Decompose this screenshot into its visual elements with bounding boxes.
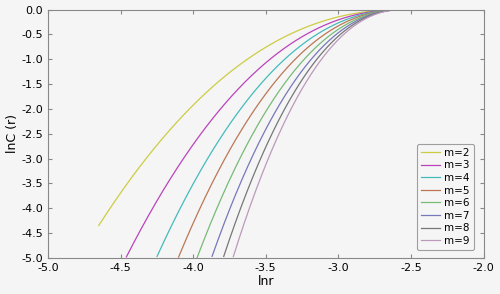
- m=2: [96, 224, 102, 227]
- Line: m=7: m=7: [212, 10, 404, 256]
- X-axis label: lnr: lnr: [258, 275, 274, 288]
- m=2: [318, 20, 324, 24]
- m=4: [382, 9, 388, 12]
- m=4: [186, 191, 192, 194]
- m=2: [400, 8, 406, 11]
- m=6: [194, 254, 200, 258]
- m=3: [208, 119, 214, 123]
- Line: m=8: m=8: [224, 10, 404, 256]
- m=2: [195, 98, 201, 102]
- m=8: [400, 8, 406, 11]
- m=9: [400, 8, 406, 11]
- m=5: [188, 227, 194, 231]
- m=3: [222, 101, 228, 105]
- m=3: [124, 255, 130, 259]
- m=9: [376, 11, 382, 15]
- m=8: [272, 125, 278, 128]
- m=5: [330, 28, 336, 31]
- m=5: [176, 255, 182, 259]
- m=7: [338, 29, 344, 32]
- m=7: [372, 12, 378, 15]
- m=6: [240, 150, 246, 153]
- m=9: [379, 11, 385, 14]
- m=8: [254, 165, 260, 168]
- m=5: [394, 8, 400, 11]
- m=8: [356, 20, 362, 23]
- m=6: [212, 211, 218, 215]
- m=3: [400, 8, 406, 11]
- m=3: [316, 26, 322, 30]
- m=7: [389, 8, 395, 12]
- m=2: [132, 171, 138, 174]
- m=8: [220, 255, 226, 258]
- m=5: [219, 163, 225, 166]
- m=5: [347, 19, 353, 22]
- m=2: [216, 79, 222, 83]
- Line: m=3: m=3: [126, 10, 404, 257]
- m=7: [352, 20, 358, 23]
- m=3: [250, 72, 256, 76]
- m=7: [237, 182, 243, 186]
- m=8: [222, 251, 228, 255]
- m=4: [226, 124, 232, 128]
- m=4: [189, 184, 195, 188]
- Line: m=2: m=2: [99, 10, 404, 225]
- m=2: [316, 21, 322, 24]
- m=9: [368, 14, 374, 18]
- m=8: [307, 66, 313, 70]
- m=4: [400, 8, 406, 11]
- Line: m=6: m=6: [197, 10, 404, 258]
- m=9: [352, 23, 358, 27]
- m=6: [337, 26, 343, 30]
- m=7: [260, 131, 266, 135]
- m=4: [154, 255, 160, 258]
- m=3: [175, 165, 181, 168]
- Legend: m=2, m=3, m=4, m=5, m=6, m=7, m=8, m=9: m=2, m=3, m=4, m=5, m=6, m=7, m=8, m=9: [418, 143, 474, 250]
- m=7: [400, 8, 406, 11]
- m=6: [364, 14, 370, 17]
- m=8: [279, 113, 285, 116]
- m=5: [224, 153, 230, 156]
- Y-axis label: lnC (r): lnC (r): [6, 114, 18, 153]
- Line: m=5: m=5: [178, 10, 404, 257]
- m=4: [231, 116, 237, 120]
- m=9: [316, 61, 322, 64]
- Line: m=9: m=9: [234, 10, 404, 257]
- m=6: [324, 36, 330, 40]
- m=9: [230, 255, 236, 258]
- m=7: [209, 255, 215, 258]
- m=6: [194, 256, 200, 260]
- m=2: [288, 32, 294, 36]
- Line: m=4: m=4: [157, 10, 404, 256]
- m=3: [145, 214, 151, 218]
- m=6: [400, 8, 406, 11]
- m=5: [400, 8, 406, 11]
- m=4: [394, 8, 400, 11]
- m=9: [315, 62, 321, 66]
